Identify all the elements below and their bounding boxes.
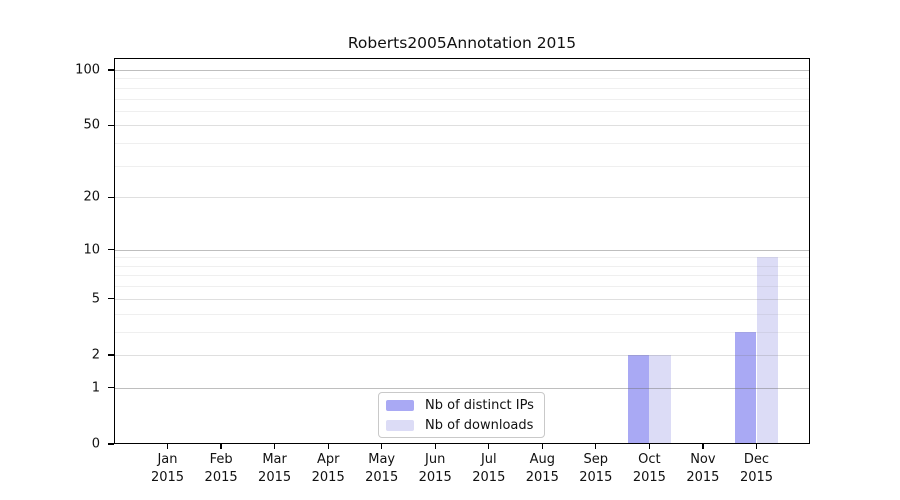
bar-nb-of-downloads-dec [756, 257, 778, 444]
gridline-mid-2 [114, 355, 810, 356]
chart-title: Roberts2005Annotation 2015 [347, 34, 577, 52]
x-tick-feb [220, 444, 222, 449]
y-tick-50 [108, 124, 114, 126]
x-tick-mar [274, 444, 276, 449]
x-tick-label-oct: Oct 2015 [632, 452, 666, 485]
bar-nb-of-distinct-ips-dec [735, 331, 757, 444]
bar-nb-of-downloads-oct [649, 355, 671, 444]
legend-entry-downloads: Nb of downloads [386, 417, 536, 434]
legend-label-downloads: Nb of downloads [425, 417, 534, 433]
y-tick-label-20: 20 [83, 189, 100, 205]
y-tick-label-2: 2 [91, 347, 100, 363]
gridline-major-100 [114, 69, 810, 71]
gridline-minor-30 [114, 165, 810, 167]
y-tick-5 [108, 298, 114, 300]
x-tick-may [381, 444, 383, 449]
x-tick-label-dec: Dec 2015 [739, 452, 774, 485]
y-tick-label-50: 50 [83, 117, 100, 133]
bar-nb-of-distinct-ips-oct [628, 355, 650, 444]
x-tick-label-jun: Jun 2015 [418, 452, 452, 485]
x-tick-oct [648, 444, 650, 449]
y-tick-1 [108, 387, 114, 389]
gridline-minor-6 [114, 286, 810, 288]
gridline-minor-8 [114, 265, 810, 267]
x-tick-label-jan: Jan 2015 [150, 452, 185, 485]
legend-label-distinct-ips: Nb of distinct IPs [425, 397, 534, 413]
y-tick-label-5: 5 [91, 291, 100, 307]
legend-swatch-downloads [386, 419, 414, 431]
gridline-minor-3 [114, 331, 810, 333]
x-tick-sep [595, 444, 597, 449]
gridline-mid-20 [114, 197, 810, 199]
gridline-minor-80 [114, 87, 810, 89]
gridline-minor-4 [114, 313, 810, 315]
x-tick-label-jul: Jul 2015 [472, 452, 506, 485]
x-tick-jan [166, 444, 169, 449]
axes-frame [114, 58, 810, 444]
x-tick-label-aug: Aug 2015 [525, 452, 559, 485]
gridline-minor-60 [114, 110, 810, 112]
x-tick-label-nov: Nov 2015 [686, 452, 720, 485]
x-tick-jul [488, 444, 490, 449]
gridline-minor-40 [114, 143, 810, 144]
y-tick-label-100: 100 [75, 62, 100, 78]
x-tick-apr [327, 444, 329, 449]
gridline-major-1 [114, 387, 810, 389]
gridline-mid-5 [114, 298, 810, 300]
y-tick-0 [108, 443, 114, 445]
x-tick-label-may: May 2015 [365, 452, 399, 485]
y-tick-2 [108, 354, 114, 356]
gridline-minor-90 [114, 78, 810, 80]
gridline-major-10 [114, 249, 810, 251]
x-tick-label-feb: Feb 2015 [204, 452, 238, 485]
x-tick-aug [541, 444, 543, 449]
x-tick-dec [755, 444, 758, 449]
y-tick-20 [108, 196, 114, 198]
x-tick-label-mar: Mar 2015 [258, 452, 292, 485]
gridline-minor-9 [114, 257, 810, 259]
y-tick-10 [108, 249, 114, 251]
gridline-minor-70 [114, 98, 810, 100]
x-tick-nov [702, 444, 704, 449]
y-tick-label-0: 0 [91, 436, 100, 452]
y-tick-100 [108, 69, 114, 71]
y-tick-label-1: 1 [91, 380, 100, 396]
x-tick-label-sep: Sep 2015 [579, 452, 613, 485]
x-tick-jun [434, 444, 436, 449]
gridline-minor-7 [114, 275, 810, 277]
x-tick-label-apr: Apr 2015 [311, 452, 345, 485]
legend: Nb of distinct IPs Nb of downloads [378, 392, 545, 438]
legend-entry-distinct-ips: Nb of distinct IPs [386, 397, 536, 414]
plot-area: 0 1 2 5 10 20 50 100 Jan 2015 Feb 2015 Mar 2015 Apr 201… [75, 58, 810, 485]
gridline-mid-50 [114, 125, 810, 127]
y-tick-label-10: 10 [83, 242, 100, 258]
legend-swatch-distinct-ips [386, 399, 414, 411]
